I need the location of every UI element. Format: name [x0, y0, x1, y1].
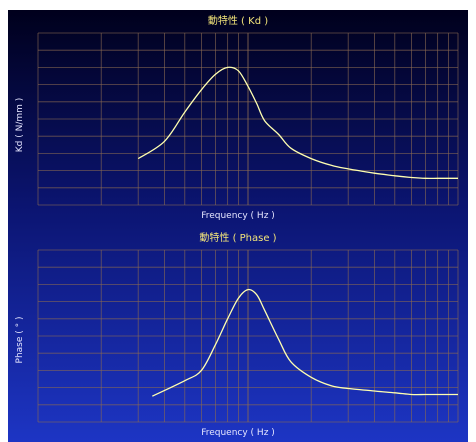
kd-y-axis-label: Kd ( N/mm ) [15, 98, 25, 153]
kd-chart-panel: 動特性 ( Kd ) Frequency ( Hz ) Kd ( N/mm ) [15, 14, 459, 221]
kd-chart-title: 動特性 ( Kd ) [208, 14, 268, 27]
kd-grid [37, 32, 459, 206]
kd-curve [137, 66, 458, 180]
phase-chart-panel: 動特性 ( Phase ) Frequency ( Hz ) Phase ( °… [15, 231, 459, 438]
phase-x-axis-label: Frequency ( Hz ) [201, 428, 275, 438]
phase-grid [37, 249, 459, 423]
phase-chart-title: 動特性 ( Phase ) [199, 231, 276, 244]
phase-curve [152, 288, 458, 397]
kd-x-axis-label: Frequency ( Hz ) [201, 211, 275, 221]
phase-y-axis-label: Phase ( ° ) [15, 317, 25, 364]
